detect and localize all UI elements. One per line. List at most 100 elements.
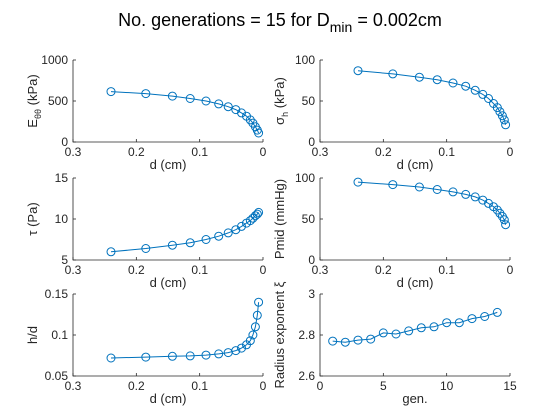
x-tick-label: 0.3	[65, 145, 82, 159]
x-axis-label: d (cm)	[397, 275, 434, 290]
data-point	[404, 326, 414, 336]
data-point	[448, 78, 458, 88]
data-point	[467, 314, 477, 324]
x-tick-label: 0.3	[312, 263, 329, 277]
y-axis-label: Radius exponent ξ	[272, 281, 287, 388]
x-tick-label: 0.3	[65, 263, 82, 277]
y-tick-label: 3	[308, 287, 315, 301]
data-point	[185, 238, 195, 248]
x-tick-label: 15	[503, 379, 517, 393]
data-point	[429, 322, 439, 332]
data-point	[414, 182, 424, 192]
data-point	[416, 323, 426, 333]
data-point	[328, 336, 338, 346]
x-axis-label: d (cm)	[397, 157, 434, 172]
data-point	[501, 120, 511, 130]
y-tick-label: 0.05	[45, 369, 69, 383]
data-point	[141, 244, 151, 253]
data-point	[340, 337, 350, 347]
x-axis-label: gen.	[402, 391, 427, 406]
x-tick-label: 0.3	[65, 379, 82, 393]
data-point	[497, 111, 507, 121]
y-tick-label: 100	[295, 171, 315, 185]
data-point	[237, 108, 246, 118]
data-point	[470, 85, 480, 95]
data-point	[254, 207, 264, 217]
data-point	[237, 343, 246, 353]
x-tick-label: 0.1	[191, 263, 208, 277]
data-point	[470, 192, 480, 202]
data-point	[201, 96, 211, 106]
x-tick-label: 0	[260, 263, 267, 277]
data-point	[185, 94, 195, 103]
subplot-4: 0.3 0.2 0.1 0 0 50 100 d (cm) Pmid (mmHg)	[272, 171, 514, 290]
y-tick-label: 2.8	[298, 328, 315, 342]
data-point	[214, 99, 224, 109]
data-point	[484, 198, 493, 208]
y-tick-label: 50	[302, 94, 316, 108]
series-line	[357, 70, 507, 125]
figure-title: No. generations = 15 for Dmin = 0.002cm	[118, 10, 442, 35]
x-tick-label: 0.2	[375, 145, 392, 159]
data-point	[499, 115, 509, 125]
data-point	[484, 94, 493, 103]
x-tick-label: 0	[260, 379, 267, 393]
subplot-5: 0.3 0.2 0.1 0 0.05 0.1 0.15 d (cm) h/d	[25, 287, 267, 406]
data-point	[252, 209, 262, 219]
data-point	[245, 115, 255, 125]
y-tick-label: 0.1	[51, 328, 68, 342]
x-axis-label: d (cm)	[150, 157, 187, 172]
data-point	[106, 247, 116, 257]
x-axis-label: d (cm)	[150, 275, 187, 290]
x-tick-label: 0.3	[312, 145, 329, 159]
subplot-3: 0.3 0.2 0.1 0 5 10 15 d (cm) τ (Pa)	[25, 171, 267, 290]
data-point	[432, 75, 442, 85]
data-point	[248, 330, 258, 340]
x-tick-label: 0	[507, 263, 514, 277]
x-tick-label: 0.1	[191, 379, 208, 393]
data-point	[252, 310, 262, 320]
y-axis-label: h/d	[25, 326, 40, 344]
data-point	[245, 336, 255, 346]
data-point	[391, 329, 401, 339]
data-point	[353, 66, 363, 76]
data-point	[106, 353, 116, 363]
data-point	[414, 72, 424, 82]
data-point	[167, 351, 177, 361]
data-point	[501, 220, 511, 230]
y-axis-label: Pmid (mmHg)	[272, 179, 287, 259]
y-tick-label: 1000	[41, 53, 68, 67]
data-point	[432, 185, 442, 194]
data-point	[442, 318, 452, 328]
y-tick-label: 0	[308, 253, 315, 267]
data-point	[461, 189, 471, 199]
data-point	[254, 128, 264, 138]
x-tick-label: 0	[260, 145, 267, 159]
y-tick-label: 10	[55, 212, 69, 226]
data-point	[237, 221, 246, 231]
series-line	[110, 91, 260, 134]
data-point	[223, 102, 233, 112]
data-point	[167, 91, 177, 101]
y-tick-label: 100	[295, 53, 315, 67]
y-tick-label: 15	[55, 171, 69, 185]
data-point	[201, 350, 211, 360]
x-tick-label: 0.1	[438, 263, 455, 277]
x-tick-label: 5	[380, 379, 387, 393]
data-point	[480, 312, 490, 321]
y-axis-label: σh (kPa)	[272, 77, 290, 125]
y-tick-label: 0.15	[45, 287, 69, 301]
data-point	[353, 335, 363, 345]
data-point	[231, 346, 241, 356]
x-tick-label: 0	[507, 145, 514, 159]
y-tick-label: 0	[61, 135, 68, 149]
data-point	[388, 180, 398, 190]
data-point	[388, 69, 398, 79]
data-point	[250, 322, 260, 332]
data-point	[141, 89, 151, 99]
series-line	[110, 302, 260, 359]
x-tick-label: 0.1	[191, 145, 208, 159]
